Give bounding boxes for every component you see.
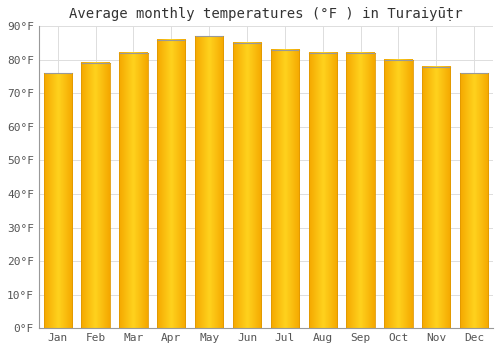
Title: Average monthly temperatures (°F ) in Turaiyūṭr: Average monthly temperatures (°F ) in Tu…	[69, 7, 462, 21]
